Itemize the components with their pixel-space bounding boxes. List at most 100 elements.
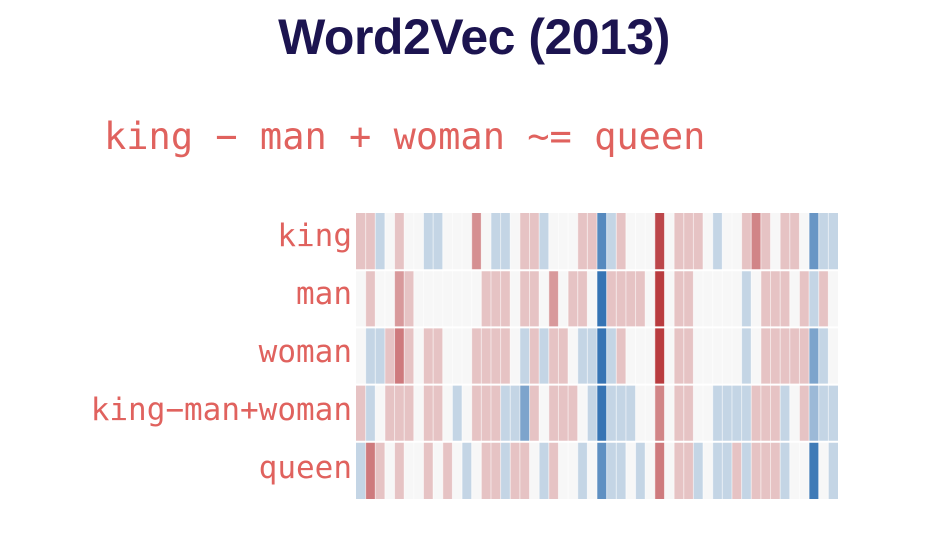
heatmap-cell bbox=[375, 213, 385, 271]
heatmap-cell bbox=[423, 384, 434, 442]
heatmap-cell bbox=[384, 384, 395, 442]
heatmap-cell bbox=[404, 441, 414, 499]
heatmap-cell bbox=[490, 270, 501, 328]
heatmap-cell bbox=[462, 213, 472, 271]
heatmap-cell bbox=[674, 213, 684, 271]
heatmap-cell bbox=[635, 441, 646, 499]
heatmap-cell bbox=[597, 213, 607, 271]
heatmap-cell bbox=[809, 270, 819, 328]
row-label-queen: queen bbox=[258, 450, 352, 486]
heatmap-cell bbox=[828, 384, 838, 442]
heatmap-cell bbox=[770, 441, 781, 499]
heatmap-cell bbox=[462, 270, 472, 328]
heatmap-cell bbox=[375, 270, 385, 328]
heatmap-cell bbox=[404, 384, 414, 442]
heatmap-cell bbox=[809, 384, 819, 442]
heatmap-cell bbox=[519, 384, 530, 442]
heatmap-cell bbox=[828, 213, 838, 271]
heatmap-cell bbox=[490, 327, 501, 385]
heatmap-cell bbox=[731, 213, 742, 271]
heatmap-cell bbox=[770, 327, 781, 385]
heatmap-cell bbox=[654, 441, 665, 499]
heatmap-cell bbox=[500, 327, 511, 385]
heatmap-cell bbox=[452, 384, 463, 442]
heatmap-cell bbox=[384, 213, 395, 271]
heatmap-cell bbox=[664, 441, 675, 499]
heatmap-cell bbox=[712, 384, 723, 442]
heatmap-cell bbox=[741, 270, 752, 328]
heatmap-cell bbox=[712, 441, 723, 499]
heatmap-cell bbox=[799, 327, 810, 385]
heatmap-cell bbox=[712, 270, 723, 328]
heatmap-cell bbox=[703, 441, 713, 499]
heatmap-cell bbox=[731, 384, 742, 442]
heatmap-cell bbox=[674, 270, 684, 328]
heatmap-cell bbox=[789, 327, 800, 385]
heatmap-cell bbox=[365, 213, 376, 271]
heatmap-cell bbox=[597, 384, 607, 442]
chart-title: Word2Vec (2013) bbox=[278, 9, 670, 65]
heatmap-cell bbox=[433, 213, 443, 271]
heatmap-cell bbox=[413, 213, 424, 271]
heatmap-cell bbox=[577, 441, 588, 499]
heatmap-cell bbox=[529, 384, 540, 442]
heatmap-cell bbox=[375, 441, 385, 499]
heatmap-cell bbox=[433, 441, 443, 499]
heatmap-cell bbox=[577, 213, 588, 271]
heatmap-cell bbox=[539, 270, 549, 328]
heatmap-cell bbox=[481, 327, 491, 385]
heatmap-cell bbox=[490, 441, 501, 499]
heatmap-cell bbox=[780, 327, 790, 385]
heatmap-cell bbox=[828, 270, 838, 328]
heatmap-cell bbox=[568, 213, 578, 271]
heatmap-cell bbox=[490, 384, 501, 442]
heatmap-cell bbox=[365, 384, 376, 442]
heatmap-cell bbox=[818, 327, 829, 385]
heatmap-cell bbox=[616, 213, 626, 271]
heatmap-cell bbox=[471, 270, 482, 328]
heatmap-cell bbox=[751, 384, 761, 442]
heatmap-cell bbox=[500, 213, 511, 271]
heatmap-cell bbox=[452, 327, 463, 385]
heatmap-cell bbox=[548, 441, 559, 499]
heatmap-cell bbox=[471, 327, 482, 385]
heatmap-cell bbox=[568, 384, 578, 442]
heatmap-cell bbox=[645, 441, 655, 499]
heatmap-cell bbox=[539, 441, 549, 499]
heatmap-cell bbox=[365, 327, 376, 385]
heatmap-cell bbox=[471, 213, 482, 271]
heatmap-cell bbox=[519, 270, 530, 328]
heatmap-cell bbox=[394, 270, 405, 328]
heatmap-cell bbox=[597, 327, 607, 385]
heatmap-cell bbox=[616, 441, 626, 499]
heatmap-cell bbox=[741, 441, 752, 499]
heatmap-cell bbox=[683, 384, 694, 442]
heatmap-chart: king man woman king−man+woman queen bbox=[0, 208, 948, 499]
heatmap-cell bbox=[635, 270, 646, 328]
heatmap-cell bbox=[452, 270, 463, 328]
heatmap-cell bbox=[577, 327, 588, 385]
row-label-man: man bbox=[296, 276, 352, 312]
heatmap-cell bbox=[365, 441, 376, 499]
heatmap-cell bbox=[577, 270, 588, 328]
heatmap-cell bbox=[703, 384, 713, 442]
heatmap-cell bbox=[606, 327, 617, 385]
heatmap-cell bbox=[722, 441, 732, 499]
heatmap-cell bbox=[616, 270, 626, 328]
heatmap-cell bbox=[780, 270, 790, 328]
heatmap-cell bbox=[703, 270, 713, 328]
heatmap-cell bbox=[539, 327, 549, 385]
heatmap-cell bbox=[500, 441, 511, 499]
heatmap-cell bbox=[703, 327, 713, 385]
heatmap-cell bbox=[548, 270, 559, 328]
row-label-woman: woman bbox=[258, 334, 352, 370]
heatmap-cell bbox=[731, 327, 742, 385]
heatmap-cell bbox=[664, 213, 675, 271]
heatmap-cell bbox=[519, 213, 530, 271]
heatmap-cell bbox=[789, 441, 800, 499]
heatmap-grid bbox=[356, 213, 838, 499]
heatmap-cell bbox=[809, 441, 819, 499]
heatmap-cell bbox=[356, 213, 366, 271]
heatmap-cell bbox=[558, 270, 569, 328]
heatmap-cell bbox=[760, 270, 771, 328]
